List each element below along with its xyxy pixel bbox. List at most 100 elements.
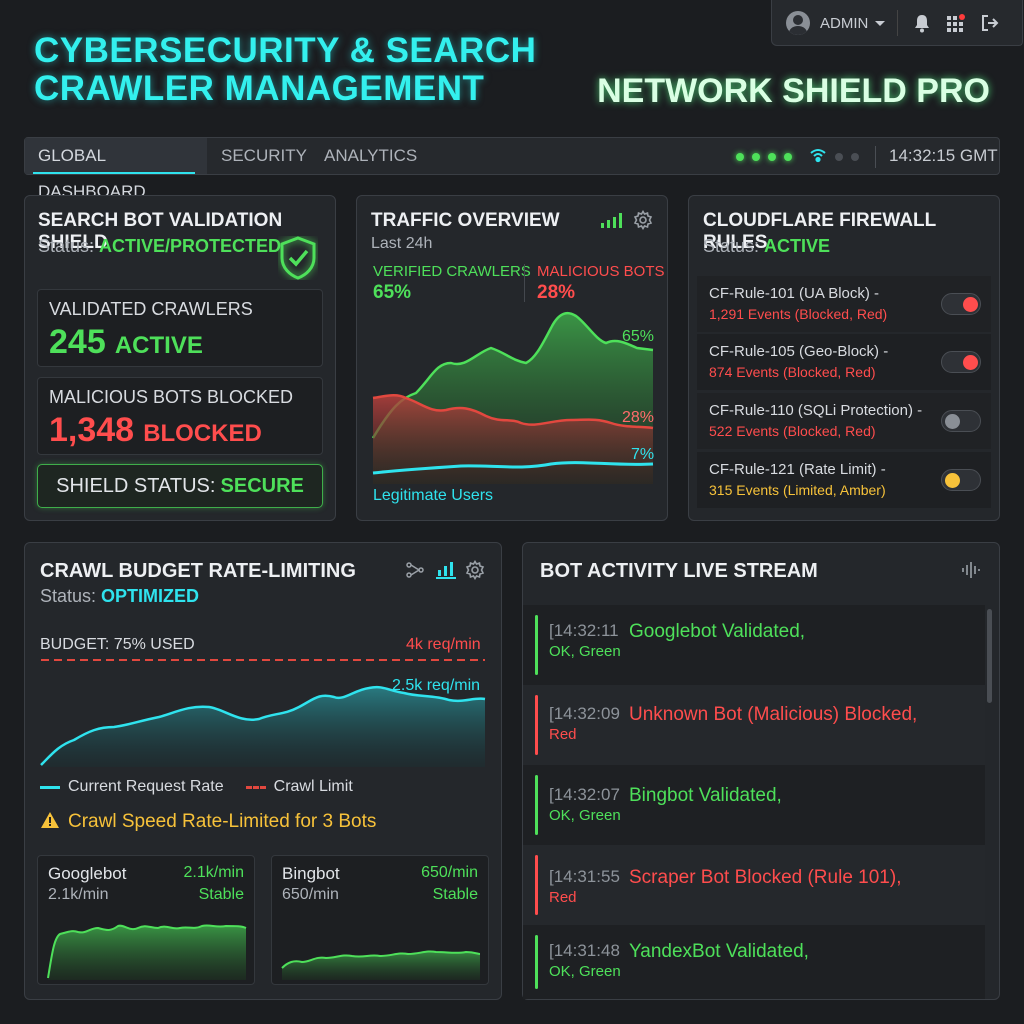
verified-label: VERIFIED CRAWLERS xyxy=(373,263,531,280)
bot-name: Bingbot xyxy=(282,864,340,883)
rule-row[interactable]: CF-Rule-101 (UA Block) - 1,291 Events (B… xyxy=(697,276,991,332)
bar-chart-icon[interactable] xyxy=(600,212,622,232)
event-status: OK, Green xyxy=(549,643,621,660)
malicious-label: MALICIOUS BOTS xyxy=(537,263,665,280)
status-label: Status: xyxy=(703,236,760,256)
shield-check-icon xyxy=(278,236,318,284)
rule-toggle[interactable] xyxy=(941,410,981,432)
status-label: Status: xyxy=(38,236,95,256)
bot-card-bingbot[interactable]: Bingbot 650/min 650/min Stable xyxy=(271,855,489,985)
rule-name: CF-Rule-105 (Geo-Block) - xyxy=(709,343,889,360)
card-label: VALIDATED CRAWLERS xyxy=(49,299,253,319)
tab-security[interactable]: SECURITY xyxy=(221,146,307,165)
stream-scrollbar[interactable] xyxy=(987,609,992,703)
rule-toggle[interactable] xyxy=(941,293,981,315)
event-message: Scraper Bot Blocked (Rule 101), xyxy=(629,867,902,888)
stream-event[interactable]: [14:32:11 Googlebot Validated, OK, Green xyxy=(523,605,985,685)
malicious-blocked-card: MALICIOUS BOTS BLOCKED 1,348 BLOCKED xyxy=(37,377,323,455)
panel-status: Status: ACTIVE/PROTECTED xyxy=(38,236,281,257)
panel-title: BOT ACTIVITY LIVE STREAM xyxy=(540,560,818,582)
rule-toggle[interactable] xyxy=(941,351,981,373)
end-label-malicious: 28% xyxy=(622,409,655,426)
rate-limit-warning: Crawl Speed Rate-Limited for 3 Bots xyxy=(40,811,376,833)
event-time: [14:32:11 xyxy=(549,621,619,640)
legend-limit: Crawl Limit xyxy=(273,778,353,795)
bot-state: Stable xyxy=(198,886,244,903)
rule-row[interactable]: CF-Rule-121 (Rate Limit) - 315 Events (L… xyxy=(697,452,991,508)
page-title: CYBERSECURITY & SEARCH CRAWLER MANAGEMEN… xyxy=(34,31,537,108)
budget-label: BUDGET: 75% USED xyxy=(40,636,195,653)
stream-event[interactable]: [14:32:07 Bingbot Validated, OK, Green xyxy=(523,765,985,845)
legend-swatch-limit xyxy=(245,785,266,789)
crawlers-count: 245 xyxy=(49,323,106,361)
rule-name: CF-Rule-110 (SQLi Protection) - xyxy=(709,402,923,419)
legend-swatch-current xyxy=(40,785,60,789)
apps-grid-icon[interactable] xyxy=(946,10,966,36)
rule-row[interactable]: CF-Rule-105 (Geo-Block) - 874 Events (Bl… xyxy=(697,334,991,390)
user-menu[interactable]: ADMIN xyxy=(786,10,886,36)
rule-name: CF-Rule-101 (UA Block) - xyxy=(709,285,880,302)
bell-icon[interactable] xyxy=(913,10,931,36)
gear-icon[interactable] xyxy=(465,559,485,584)
verified-value: 65% xyxy=(373,282,412,303)
validation-panel: SEARCH BOT VALIDATION SHIELD Status: ACT… xyxy=(24,195,336,521)
blocked-count: 1,348 xyxy=(49,411,135,449)
event-stream-list: [14:32:11 Googlebot Validated, OK, Green… xyxy=(523,605,999,999)
waveform-icon[interactable] xyxy=(961,561,981,583)
card-value: 245 ACTIVE xyxy=(49,323,203,362)
current-rate-line xyxy=(40,685,486,766)
legend-current: Current Request Rate xyxy=(68,778,224,795)
divider xyxy=(524,264,525,302)
rule-detail: 874 Events (Blocked, Red) xyxy=(709,364,876,380)
stream-event[interactable]: [14:31:48 YandexBot Validated, OK, Green xyxy=(523,925,985,999)
tab-analytics[interactable]: ANALYTICS xyxy=(324,146,418,165)
event-message: Unknown Bot (Malicious) Blocked, xyxy=(629,704,918,725)
status-label: Status: xyxy=(40,586,97,606)
user-name: ADMIN xyxy=(820,14,869,32)
panel-status: Status: OPTIMIZED xyxy=(40,586,199,607)
avatar-icon xyxy=(786,11,810,35)
crawlers-suffix: ACTIVE xyxy=(114,332,203,359)
event-color-bar xyxy=(535,855,538,915)
bot-card-googlebot[interactable]: Googlebot 2.1k/min 2.1k/min Stable xyxy=(37,855,255,985)
card-label: MALICIOUS BOTS BLOCKED xyxy=(49,387,294,407)
bot-name: Googlebot xyxy=(48,864,127,883)
request-rate-chart xyxy=(40,659,486,767)
main-nav: GLOBAL DASHBOARD SECURITY ANALYTICS 14:3… xyxy=(24,137,1000,201)
bar-chart-icon[interactable] xyxy=(436,559,456,583)
current-rate-label: 2.5k req/min xyxy=(392,677,481,694)
rule-toggle[interactable] xyxy=(941,469,981,491)
tab-global-dashboard[interactable]: GLOBAL DASHBOARD xyxy=(25,138,207,201)
gear-icon[interactable] xyxy=(633,209,653,234)
traffic-panel: TRAFFIC OVERVIEW Last 24h VERIFIED CRAWL… xyxy=(356,195,668,521)
event-time: [14:31:48 xyxy=(549,941,620,960)
status-value: ACTIVE xyxy=(764,236,831,256)
status-value: ACTIVE/PROTECTED xyxy=(99,236,282,256)
event-time: [14:32:07 xyxy=(549,785,620,804)
panel-title: CLOUDFLARE FIREWALL RULES xyxy=(703,210,936,253)
rule-row[interactable]: CF-Rule-110 (SQLi Protection) - 522 Even… xyxy=(697,393,991,449)
divider xyxy=(897,10,898,36)
logout-icon[interactable] xyxy=(980,10,1000,36)
status-dot xyxy=(768,153,776,161)
stream-event[interactable]: [14:32:09 Unknown Bot (Malicious) Blocke… xyxy=(523,685,985,765)
validated-crawlers-card: VALIDATED CRAWLERS 245 ACTIVE xyxy=(37,289,323,367)
panel-title: SEARCH BOT VALIDATION SHIELD xyxy=(38,210,283,253)
event-message: Googlebot Validated, xyxy=(629,621,806,642)
network-icon[interactable] xyxy=(406,561,424,583)
event-color-bar xyxy=(535,615,538,675)
shield-value: SECURE xyxy=(220,475,304,497)
limit-label: 4k req/min xyxy=(406,636,481,653)
panel-status: Status: ACTIVE xyxy=(703,236,830,257)
status-dot xyxy=(784,153,792,161)
bot-state: Stable xyxy=(432,886,478,903)
rule-name: CF-Rule-121 (Rate Limit) - xyxy=(709,461,886,478)
event-color-bar xyxy=(535,775,538,835)
stream-event[interactable]: [14:31:55 Scraper Bot Blocked (Rule 101)… xyxy=(523,845,985,925)
event-message: YandexBot Validated, xyxy=(629,941,809,962)
rule-detail: 315 Events (Limited, Amber) xyxy=(709,482,886,498)
panel-title: TRAFFIC OVERVIEW xyxy=(371,210,560,231)
shield-status-button[interactable]: SHIELD STATUS: SECURE xyxy=(37,464,323,508)
bot-rate-right: 2.1k/min xyxy=(183,864,244,881)
bot-rate-right: 650/min xyxy=(421,864,478,881)
